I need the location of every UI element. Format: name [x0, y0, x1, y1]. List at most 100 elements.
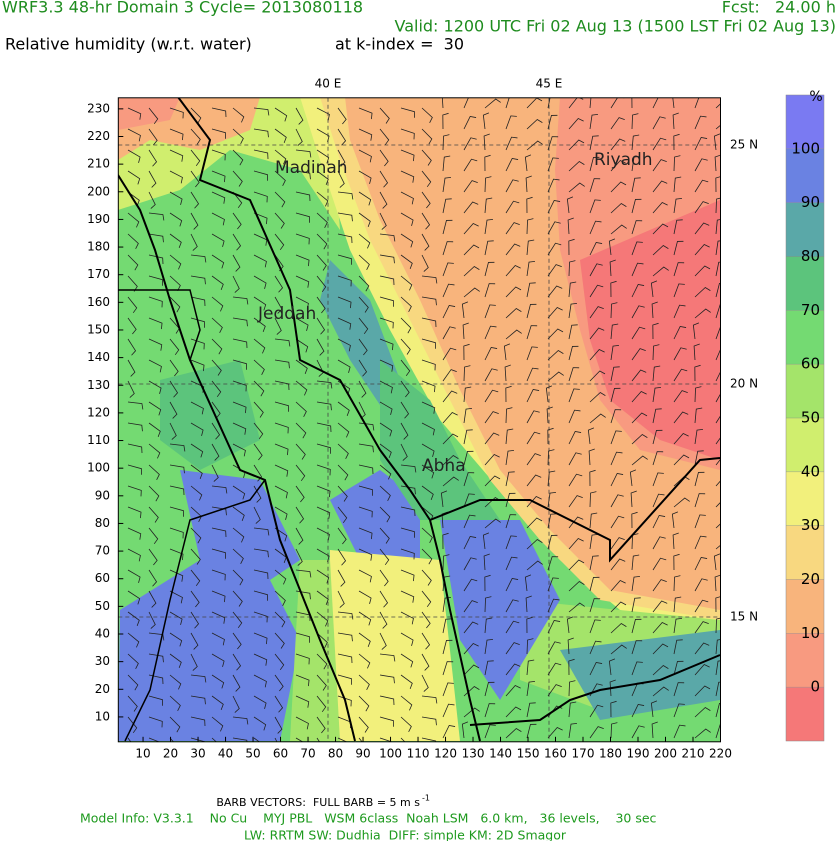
- wind-barb: [190, 548, 201, 565]
- wind-barb: [421, 527, 433, 543]
- wind-barb: [463, 600, 478, 613]
- wind-barb: [127, 422, 143, 432]
- colorbar-band: [786, 95, 824, 149]
- wind-barb: [421, 464, 435, 479]
- wind-barb: [169, 443, 186, 452]
- y-tick-label: 150: [87, 322, 110, 336]
- wind-barb: [547, 684, 562, 697]
- x-tick-label: 90: [355, 747, 370, 761]
- level: at k-index = 30: [335, 35, 464, 54]
- wind-barb: [631, 640, 643, 655]
- wind-barb: [526, 659, 535, 676]
- wind-barb: [400, 254, 413, 270]
- wind-barb: [169, 590, 183, 604]
- city-label: Abha: [422, 456, 466, 476]
- field-name: Relative humidity (w.r.t. water): [5, 35, 252, 54]
- wind-barb: [610, 558, 626, 571]
- wind-barb: [127, 380, 135, 398]
- wind-barb: [463, 493, 475, 508]
- wind-barb: [379, 527, 390, 544]
- colorbar-label: 0: [810, 678, 820, 696]
- wind-barb: [148, 380, 162, 394]
- wind-barb: [568, 430, 582, 445]
- wind-barb: [337, 527, 347, 545]
- wind-barb: [421, 632, 431, 650]
- wind-barb: [274, 422, 289, 434]
- wind-barb: [232, 443, 246, 457]
- x-tick-label: 220: [709, 747, 732, 761]
- wind-barb: [379, 380, 393, 394]
- wind-barb: [253, 149, 269, 160]
- wind-barb: [442, 390, 458, 403]
- wind-barb: [631, 661, 643, 676]
- wind-barb: [694, 386, 702, 403]
- wind-barb: [463, 287, 480, 298]
- wind-barb: [169, 254, 182, 270]
- wind-barb: [400, 275, 413, 291]
- wind-barb: [337, 674, 352, 685]
- wind-barb: [295, 632, 310, 643]
- wind-barb: [631, 155, 641, 172]
- wind-barb: [148, 170, 157, 188]
- wind-barb: [609, 259, 616, 277]
- wind-barb: [547, 491, 557, 508]
- y-tick-label: 90: [95, 488, 110, 502]
- wind-barb: [148, 149, 158, 167]
- y-tick-label: 220: [87, 129, 110, 143]
- wind-barb: [295, 317, 309, 331]
- wind-barb: [608, 658, 616, 676]
- wind-barb: [337, 338, 351, 352]
- wind-barb: [568, 324, 578, 340]
- wind-barb: [421, 107, 433, 123]
- wind-barb: [232, 422, 247, 435]
- wind-barb: [148, 443, 161, 459]
- wind-barb: [526, 702, 536, 718]
- wind-barb: [337, 737, 348, 742]
- wind-barb: [274, 191, 286, 208]
- wind-barb: [211, 632, 225, 646]
- wind-barb: [316, 317, 326, 335]
- wind-barb: [694, 621, 709, 634]
- y-tick-label: 70: [95, 544, 110, 558]
- wind-barb: [358, 317, 369, 335]
- wind-barb: [232, 695, 240, 713]
- wind-barb: [589, 199, 601, 214]
- wind-barb: [169, 359, 179, 377]
- wind-barb: [673, 724, 686, 739]
- lat-label: 20 N: [730, 377, 758, 391]
- wind-barb: [568, 580, 585, 592]
- wind-barb: [589, 241, 603, 256]
- wind-barb: [337, 296, 352, 309]
- wind-barb: [253, 275, 267, 289]
- wind-barb: [526, 638, 534, 655]
- wind-barb: [715, 219, 721, 235]
- wind-barb: [274, 464, 289, 477]
- wind-barb: [673, 596, 682, 613]
- wind-barb: [673, 390, 688, 403]
- wind-barb: [337, 632, 353, 642]
- wind-barb: [547, 556, 559, 571]
- wind-barb: [421, 212, 431, 230]
- wind-barb: [442, 724, 456, 739]
- wind-barb: [169, 632, 183, 647]
- wind-barb: [400, 317, 412, 334]
- wind-barb: [463, 707, 480, 718]
- wind-barb: [148, 422, 161, 438]
- wind-barb: [526, 431, 541, 445]
- wind-barb: [462, 322, 469, 340]
- wind-barb: [400, 716, 412, 732]
- wind-barb: [652, 344, 660, 361]
- wind-barb: [610, 117, 625, 130]
- wind-barb: [463, 407, 473, 424]
- wind-barb: [274, 128, 287, 144]
- wind-barb: [421, 296, 437, 306]
- wind-barb: [400, 401, 410, 419]
- wind-barb: [211, 107, 227, 118]
- wind-barb: [148, 548, 158, 566]
- wind-barb: [673, 155, 681, 172]
- wind-barb: [190, 716, 206, 727]
- wind-barb: [253, 296, 267, 311]
- wind-barb: [400, 128, 415, 140]
- wind-barb: [484, 389, 499, 403]
- humidity-region: [118, 97, 180, 130]
